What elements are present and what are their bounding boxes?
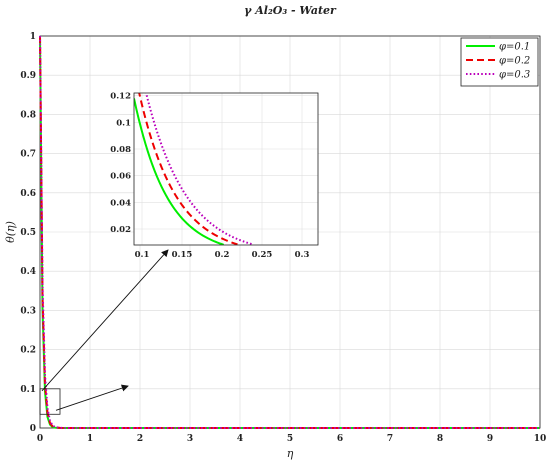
inset-y-tick-label: 0.02: [110, 225, 131, 235]
y-tick-label: 0.8: [20, 110, 36, 120]
inset-x-tick-label: 0.25: [252, 250, 273, 260]
inset-background: [134, 93, 318, 245]
inset-x-tick-label: 0.15: [172, 250, 193, 260]
y-tick-label: 0.1: [20, 385, 36, 395]
inset-x-tick-label: 0.3: [295, 250, 310, 260]
inset-y-tick-label: 0.1: [116, 118, 131, 128]
y-tick-label: 0.5: [20, 228, 36, 238]
x-tick-label: 1: [87, 434, 93, 444]
series-line-2: [39, 35, 540, 429]
inset-x-tick-label: 0.1: [135, 250, 150, 260]
zoom-annotations: [39, 249, 169, 415]
x-tick-label: 4: [237, 434, 243, 444]
y-tick-label: 0.6: [20, 189, 36, 199]
y-tick-label: 0.7: [20, 150, 36, 160]
legend: φ=0.1 φ=0.2 φ=0.3: [460, 37, 539, 87]
legend-label-2: φ=0.2: [499, 56, 530, 67]
x-tick-label: 2: [137, 434, 143, 444]
y-tick-label: 0.2: [20, 346, 36, 356]
inset-series-line-3: [145, 93, 254, 245]
y-tick-label: 0.3: [20, 306, 36, 316]
inset-series-line-2: [138, 93, 238, 245]
legend-label-3: φ=0.3: [499, 70, 530, 81]
inset-series-layer: [134, 93, 254, 245]
x-tick-label: 5: [287, 434, 293, 444]
y-tick-label: 0.4: [20, 267, 36, 277]
zoom-arrow-to-inset: [41, 249, 169, 392]
x-tick-label: 3: [187, 434, 193, 444]
y-axis-label: θ(η): [4, 221, 17, 243]
chart-title: γ Al₂O₃ - Water: [244, 4, 337, 17]
zoom-arrow-secondary: [55, 384, 129, 411]
main-series-layer: [39, 35, 540, 429]
x-tick-label: 8: [437, 434, 443, 444]
inset-y-tick-label: 0.12: [110, 92, 131, 102]
y-tick-label: 0.9: [20, 71, 36, 81]
x-tick-label: 6: [337, 434, 343, 444]
inset-axis-ticks: 0.1 0.15 0.2 0.25 0.3 0.02 0.04 0.06 0.08 0.1 0.12: [110, 92, 309, 260]
zoom-region-box: [39, 388, 61, 415]
inset-x-tick-label: 0.2: [215, 250, 230, 260]
x-tick-label: 7: [387, 434, 393, 444]
legend-label-1: φ=0.1: [499, 42, 530, 53]
inset-y-tick-label: 0.08: [110, 145, 131, 155]
inset-y-tick-label: 0.04: [110, 198, 131, 208]
inset-series-line-1: [134, 98, 225, 245]
x-tick-label: 10: [534, 434, 547, 444]
y-tick-label: 0: [30, 424, 36, 434]
x-tick-label: 0: [37, 434, 43, 444]
inset-chart: 0.1 0.15 0.2 0.25 0.3 0.02 0.04 0.06 0.08 0.1 0.12: [110, 92, 319, 260]
inset-frame: [133, 92, 319, 246]
y-tick-label: 1: [30, 32, 36, 42]
x-tick-label: 9: [487, 434, 493, 444]
inset-y-tick-label: 0.06: [110, 172, 131, 182]
inset-grid: [134, 93, 318, 245]
x-axis-label: η: [287, 447, 294, 460]
main-axis-ticks: 0 1 2 3 4 5 6 7 8 9 10 0 0.1 0.2 0.3 0.4 0.5 0.6 0.7 0.8 0.9…: [20, 32, 546, 444]
